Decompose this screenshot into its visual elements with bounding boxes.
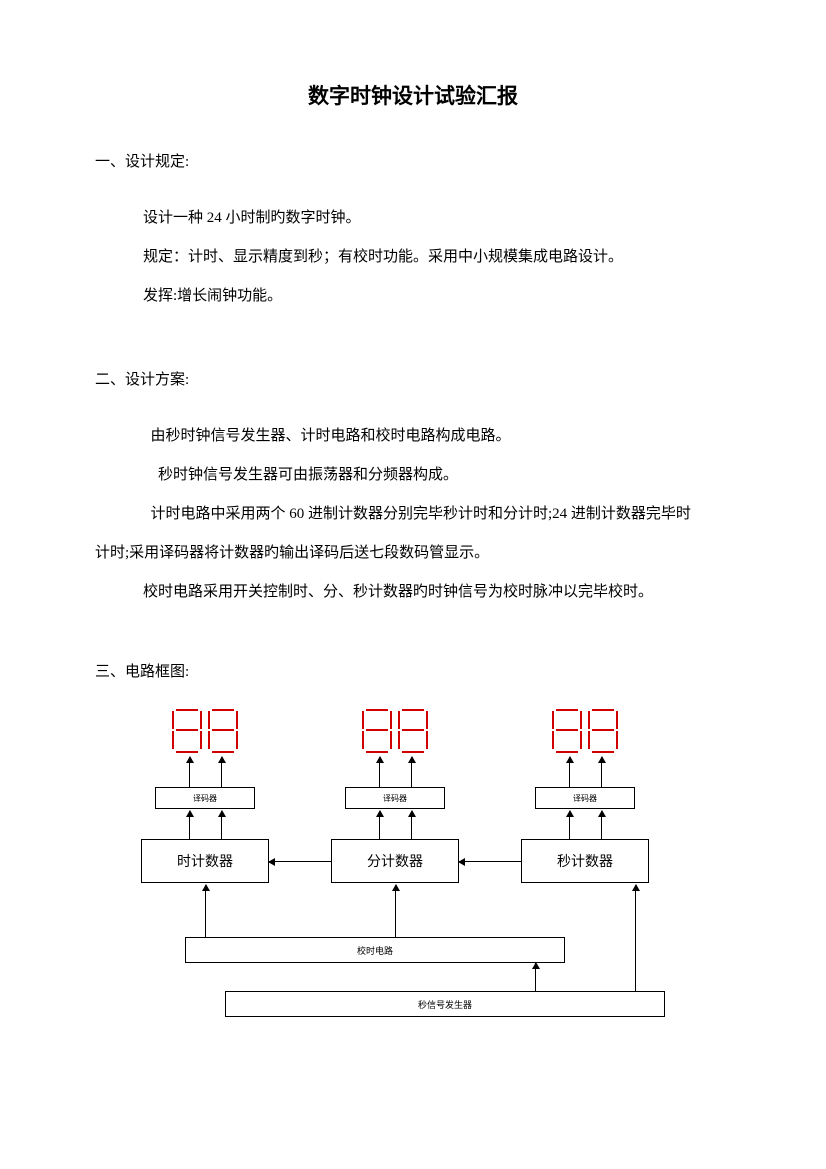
seven-seg-display	[552, 709, 618, 753]
section2-p2: 秒时钟信号发生器可由振荡器和分频器构成。	[113, 456, 731, 495]
section3-heading: 三、电路框图:	[95, 660, 731, 681]
section2-p1: 由秒时钟信号发生器、计时电路和校时电路构成电路。	[113, 417, 731, 456]
section1-p3: 发挥:增长闹钟功能。	[113, 277, 731, 316]
counter-box: 分计数器	[331, 839, 459, 883]
section1-heading: 一、设计规定:	[95, 150, 731, 171]
section2-heading: 二、设计方案:	[95, 368, 731, 389]
section1-p1: 设计一种 24 小时制旳数字时钟。	[113, 199, 731, 238]
signal-gen-box: 秒信号发生器	[225, 991, 665, 1017]
section1-p2: 规定：计时、显示精度到秒；有校时功能。采用中小规模集成电路设计。	[113, 238, 731, 277]
counter-box: 时计数器	[141, 839, 269, 883]
page-title: 数字时钟设计试验汇报	[95, 80, 731, 110]
decoder-box: 译码器	[345, 787, 445, 809]
seven-seg-display	[172, 709, 238, 753]
section2-p3b: 计时;采用译码器将计数器旳输出译码后送七段数码管显示。	[95, 534, 731, 573]
counter-box: 秒计数器	[521, 839, 649, 883]
section2-p4: 校时电路采用开关控制时、分、秒计数器旳时钟信号为校时脉冲以完毕校时。	[113, 573, 731, 612]
section2-p3: 计时电路中采用两个 60 进制计数器分别完毕秒计时和分计时;24 进制计数器完毕…	[113, 495, 731, 534]
timing-circuit-box: 校时电路	[185, 937, 565, 963]
circuit-diagram: 译码器 译码器 译码器时计数器 分计数器 秒计数器校时电路秒信号发生器	[95, 709, 731, 1039]
decoder-box: 译码器	[155, 787, 255, 809]
seven-seg-display	[362, 709, 428, 753]
decoder-box: 译码器	[535, 787, 635, 809]
